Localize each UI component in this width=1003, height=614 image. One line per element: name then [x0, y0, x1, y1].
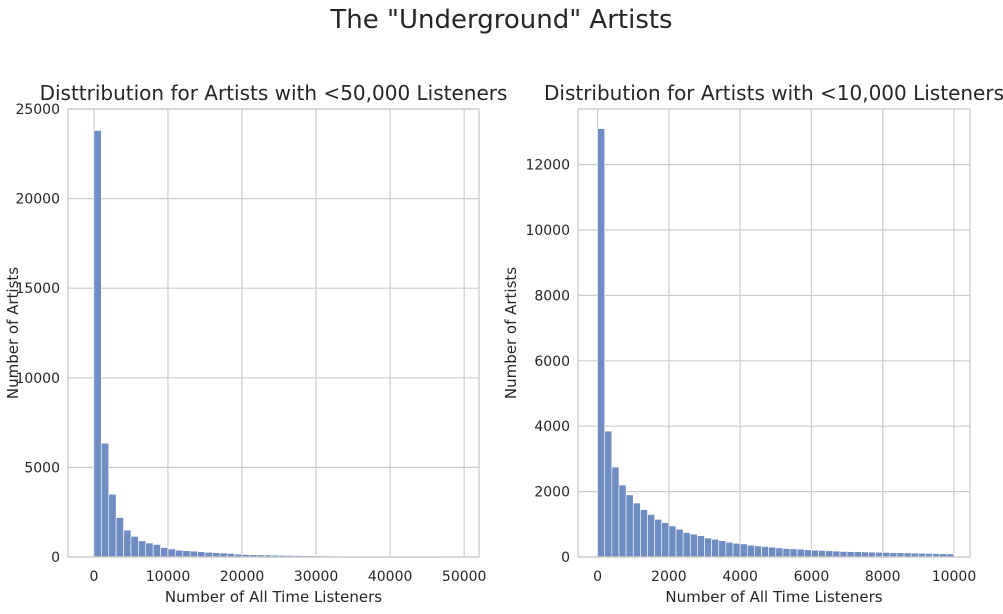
histogram-bar: [618, 484, 627, 558]
x-tick-label: 6000: [794, 569, 830, 585]
x-axis-label: Number of All Time Listeners: [165, 588, 382, 606]
histogram-bar: [668, 525, 677, 558]
histogram-bar: [704, 537, 712, 558]
histogram-bar: [782, 548, 791, 558]
y-axis-label: Number of Artists: [502, 267, 520, 399]
histogram-bar: [697, 535, 705, 558]
x-tick-label: 0: [593, 569, 602, 585]
histogram-bar: [839, 551, 848, 558]
histogram-bar: [145, 542, 154, 558]
histogram-bar: [861, 551, 869, 558]
y-tick-label: 0: [51, 550, 60, 566]
histogram-bar: [597, 128, 606, 558]
y-tick-label: 6000: [534, 354, 570, 370]
histogram-bar: [167, 548, 176, 558]
y-tick-label: 25000: [15, 102, 60, 118]
histogram-bar: [152, 544, 161, 558]
axes-frame: [577, 108, 971, 558]
y-tick-label: 15000: [15, 281, 60, 297]
x-tick-label: 0: [89, 569, 98, 585]
histogram-bar: [675, 528, 684, 558]
histogram-bar: [625, 494, 634, 558]
histogram-bar: [803, 549, 812, 558]
histogram-bar: [739, 543, 748, 558]
x-tick-label: 20000: [220, 569, 265, 585]
histogram-bar: [853, 551, 862, 558]
axes-frame: [67, 108, 480, 558]
y-tick-label: 4000: [534, 419, 570, 435]
histogram-bar: [611, 466, 620, 558]
histogram-bar: [130, 536, 139, 558]
y-tick-label: 2000: [534, 485, 570, 501]
x-tick-label: 40000: [368, 569, 413, 585]
histogram-bar: [138, 540, 147, 558]
histogram-bar: [632, 502, 641, 558]
histogram-bar: [796, 548, 805, 558]
x-tick-label: 8000: [865, 569, 901, 585]
histogram-bar: [775, 547, 784, 558]
histogram-bar: [825, 550, 834, 558]
histogram-bar: [604, 430, 613, 558]
histogram-bar: [115, 517, 124, 558]
histogram-bar: [123, 529, 132, 558]
histogram-bar: [746, 544, 755, 558]
y-tick-label: 12000: [525, 158, 570, 174]
histogram-bar: [789, 548, 798, 558]
histogram-bar: [868, 551, 876, 558]
histogram-bar: [811, 549, 819, 558]
x-tick-label: 50000: [442, 569, 487, 585]
y-tick-label: 10000: [15, 371, 60, 387]
histogram-bar: [732, 542, 741, 558]
x-tick-label: 2000: [651, 569, 687, 585]
histogram-under-50000: 0 10000 20000 30000 40000 50000 0 5000 10000 1500…: [4, 81, 507, 606]
histogram-bar: [93, 130, 102, 558]
y-tick-label: 0: [561, 550, 570, 566]
histogram-bar: [718, 540, 727, 558]
histogram-bar: [647, 514, 655, 558]
subplot-title: Distribution for Artists with <10,000 Li…: [544, 81, 1003, 105]
histogram-bar: [197, 551, 206, 558]
y-axis-label: Number of Artists: [4, 267, 22, 399]
histogram-bar: [832, 550, 841, 558]
histogram-bar: [640, 509, 648, 558]
subplot-title: Disttribution for Artists with <50,000 L…: [40, 81, 508, 105]
histogram-bar: [689, 533, 698, 558]
histogram-bar: [661, 522, 670, 558]
x-tick-label: 10000: [932, 569, 977, 585]
histogram-bar: [682, 532, 691, 558]
y-tick-label: 20000: [15, 192, 60, 208]
histogram-bar: [175, 549, 184, 558]
histogram-bar: [101, 442, 110, 558]
histogram-bar: [654, 519, 663, 558]
histogram-bar: [846, 551, 855, 558]
histogram-bar: [761, 546, 769, 558]
y-tick-label: 10000: [525, 223, 570, 239]
histogram-bar: [108, 493, 117, 558]
histogram-bar: [818, 550, 826, 558]
histogram-bar: [160, 547, 169, 558]
histogram-bar: [754, 545, 762, 558]
histogram-bar: [189, 550, 198, 558]
histogram-bar: [182, 550, 191, 558]
histogram-under-10000: 0 2000 4000 6000 8000 10000 0 2000 4000 6000 8000 1…: [502, 81, 1003, 606]
y-tick-label: 8000: [534, 288, 570, 304]
x-axis-label: Number of All Time Listeners: [665, 588, 882, 606]
x-tick-label: 4000: [722, 569, 758, 585]
histogram-bar: [768, 546, 777, 558]
histogram-bar: [711, 539, 720, 558]
y-tick-label: 5000: [24, 460, 60, 476]
x-tick-label: 30000: [294, 569, 339, 585]
histogram-bar: [875, 551, 883, 558]
figure-title: The "Underground" Artists: [330, 5, 673, 35]
x-tick-label: 10000: [146, 569, 191, 585]
histogram-bar: [725, 541, 734, 558]
